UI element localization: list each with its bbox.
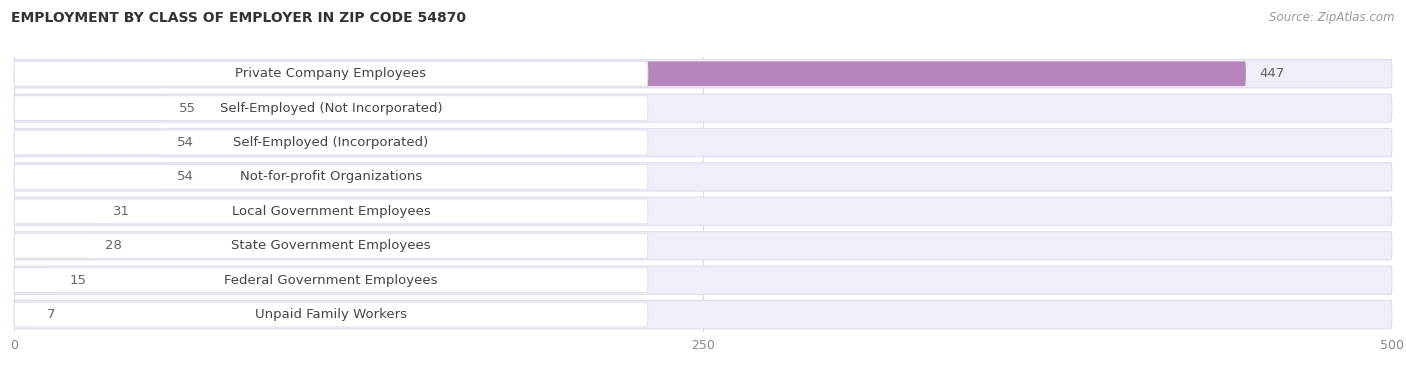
Text: Unpaid Family Workers: Unpaid Family Workers xyxy=(254,308,406,321)
Text: Private Company Employees: Private Company Employees xyxy=(235,67,426,80)
FancyBboxPatch shape xyxy=(14,231,1392,260)
FancyBboxPatch shape xyxy=(14,165,163,189)
FancyBboxPatch shape xyxy=(14,60,1392,88)
FancyBboxPatch shape xyxy=(14,61,648,86)
FancyBboxPatch shape xyxy=(14,233,91,258)
FancyBboxPatch shape xyxy=(14,96,166,121)
FancyBboxPatch shape xyxy=(14,233,648,258)
Text: 31: 31 xyxy=(114,205,131,218)
FancyBboxPatch shape xyxy=(14,300,1392,329)
FancyBboxPatch shape xyxy=(14,165,648,189)
Text: 55: 55 xyxy=(180,102,197,115)
FancyBboxPatch shape xyxy=(14,266,1392,294)
FancyBboxPatch shape xyxy=(14,197,1392,225)
Text: Local Government Employees: Local Government Employees xyxy=(232,205,430,218)
Text: Self-Employed (Not Incorporated): Self-Employed (Not Incorporated) xyxy=(219,102,443,115)
Text: Source: ZipAtlas.com: Source: ZipAtlas.com xyxy=(1270,11,1395,24)
Text: State Government Employees: State Government Employees xyxy=(231,239,430,252)
Text: 28: 28 xyxy=(105,239,122,252)
Text: 15: 15 xyxy=(69,274,86,287)
FancyBboxPatch shape xyxy=(14,130,163,155)
FancyBboxPatch shape xyxy=(14,268,648,293)
Text: EMPLOYMENT BY CLASS OF EMPLOYER IN ZIP CODE 54870: EMPLOYMENT BY CLASS OF EMPLOYER IN ZIP C… xyxy=(11,11,467,25)
Text: 7: 7 xyxy=(48,308,56,321)
FancyBboxPatch shape xyxy=(14,129,1392,157)
FancyBboxPatch shape xyxy=(14,163,1392,191)
FancyBboxPatch shape xyxy=(14,61,1246,86)
Text: Self-Employed (Incorporated): Self-Employed (Incorporated) xyxy=(233,136,429,149)
Text: 447: 447 xyxy=(1260,67,1285,80)
FancyBboxPatch shape xyxy=(14,268,55,293)
Text: Not-for-profit Organizations: Not-for-profit Organizations xyxy=(240,170,422,184)
Text: Federal Government Employees: Federal Government Employees xyxy=(224,274,437,287)
Text: 54: 54 xyxy=(177,170,194,184)
FancyBboxPatch shape xyxy=(14,199,100,224)
FancyBboxPatch shape xyxy=(14,302,648,327)
FancyBboxPatch shape xyxy=(14,130,648,155)
Text: 54: 54 xyxy=(177,136,194,149)
FancyBboxPatch shape xyxy=(14,199,648,224)
FancyBboxPatch shape xyxy=(14,96,648,121)
FancyBboxPatch shape xyxy=(14,94,1392,122)
FancyBboxPatch shape xyxy=(14,302,34,327)
